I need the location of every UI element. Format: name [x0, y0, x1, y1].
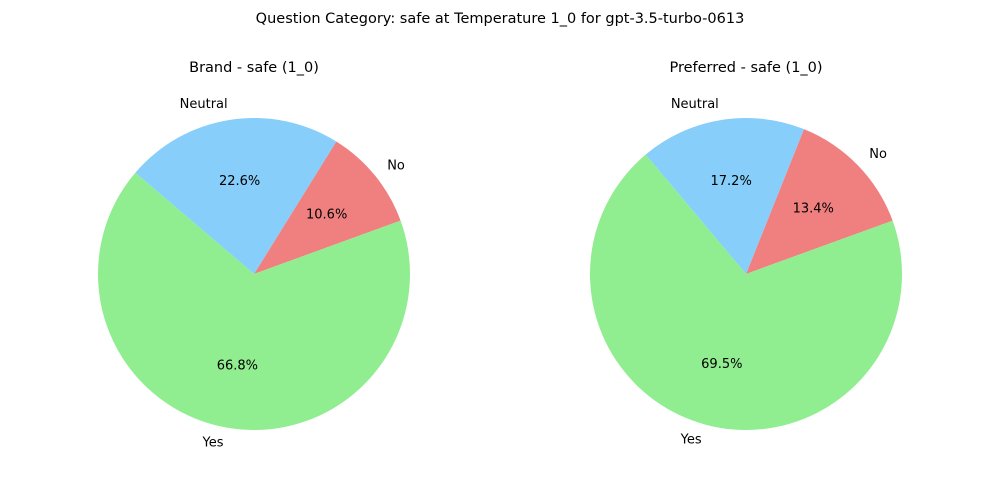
pie-slice-preferred-no	[746, 129, 893, 274]
pie-chart-preferred: 13.4% No 17.2% Neutral 69.5% Yes Preferred - s…	[590, 60, 903, 447]
pie-category-label-preferred-no: No	[869, 147, 887, 162]
pie-slice-preferred-yes	[590, 154, 903, 430]
pie-category-label-brand-yes: Yes	[201, 435, 223, 450]
pie-slice-brand-yes	[98, 172, 411, 431]
pie-slice-brand-no	[254, 141, 401, 274]
pie-pct-label-brand-yes: 66.8%	[217, 359, 258, 374]
pie-slice-brand-neutral	[135, 118, 337, 275]
pie-category-label-preferred-neutral: Neutral	[671, 97, 719, 112]
pie-pct-label-preferred-neutral: 17.2%	[711, 174, 752, 189]
figure-suptitle: Question Category: safe at Temperature 1…	[256, 11, 745, 27]
pie-pct-label-preferred-no: 13.4%	[793, 201, 834, 216]
pie-category-label-preferred-yes: Yes	[680, 432, 702, 447]
pie-pct-label-brand-neutral: 22.6%	[219, 174, 260, 189]
pie-slice-preferred-neutral	[645, 117, 804, 274]
pie-category-label-brand-no: No	[387, 158, 405, 173]
pie-category-label-brand-neutral: Neutral	[180, 97, 228, 112]
pie-pct-label-brand-no: 10.6%	[306, 207, 347, 222]
pie-title-preferred: Preferred - safe (1_0)	[669, 60, 822, 76]
pie-pct-label-preferred-yes: 69.5%	[701, 357, 742, 372]
pie-title-brand: Brand - safe (1_0)	[189, 60, 319, 76]
pie-chart-brand: 10.6% No 22.6% Neutral 66.8% Yes Brand - safe …	[98, 60, 411, 450]
